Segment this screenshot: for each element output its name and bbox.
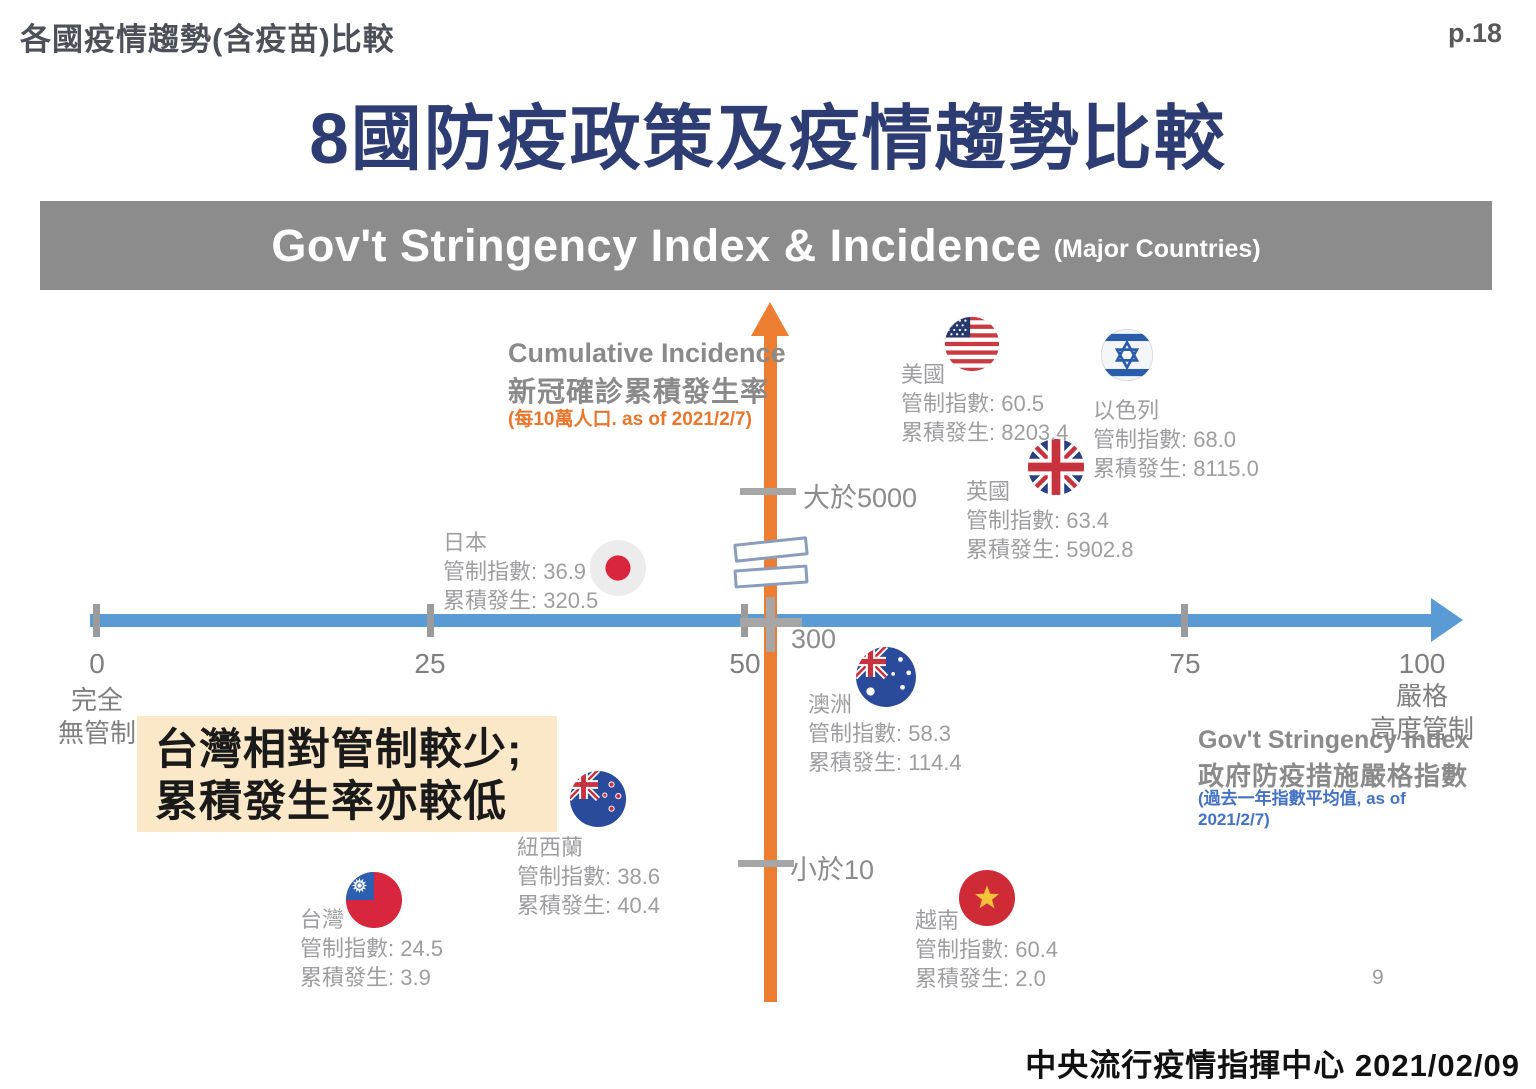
country-label-uk: 英國 管制指數: 63.4 累積發生: 5902.8 [966, 477, 1134, 564]
country-stringency: 管制指數: 24.5 [300, 936, 444, 961]
country-incidence: 累積發生: 2.0 [915, 966, 1046, 991]
country-stringency: 管制指數: 60.4 [915, 937, 1059, 962]
country-name: 英國 [966, 479, 1011, 504]
country-label-new-zealand: 紐西蘭 管制指數: 38.6 累積發生: 40.4 [517, 833, 660, 920]
breadcrumb: 各國疫情趨勢(含疫苗)比較 [20, 22, 395, 57]
country-name: 澳洲 [808, 692, 853, 717]
country-name: 紐西蘭 [517, 835, 584, 860]
country-label-vietnam: 越南 管制指數: 60.4 累積發生: 2.0 [915, 906, 1058, 993]
y-axis-line [764, 332, 777, 1002]
vietnam-flag-icon [958, 869, 1016, 927]
chart-title: Gov't Stringency Index & Incidence [271, 219, 1042, 271]
country-stringency: 管制指數: 60.5 [901, 391, 1045, 416]
chart-subtitle: (Major Countries) [1053, 235, 1261, 263]
country-stringency: 管制指數: 58.3 [808, 721, 952, 746]
x-tick-75 [1181, 604, 1188, 637]
country-stringency: 管制指數: 68.0 [1093, 427, 1237, 452]
country-name: 台灣 [300, 907, 345, 932]
x-axis-max-caption: 嚴格 高度管制 [1369, 681, 1474, 744]
israel-flag-icon [1100, 328, 1154, 382]
country-incidence: 累積發生: 40.4 [517, 893, 661, 918]
source-date: 2021/02/09 [1354, 1048, 1520, 1083]
country-name: 日本 [443, 530, 488, 555]
axis-break-icon [733, 564, 809, 589]
country-label-us: 美國 管制指數: 60.5 累積發生: 8203.4 [901, 360, 1069, 447]
country-label-taiwan: 台灣 管制指數: 24.5 累積發生: 3.9 [300, 905, 443, 992]
x-tick-label-0: 0 [89, 648, 105, 679]
y-axis-arrowhead-icon [751, 302, 789, 336]
chart-title-banner: Gov't Stringency Index & Incidence (Majo… [40, 201, 1492, 290]
country-stringency: 管制指數: 36.9 [443, 559, 587, 584]
country-incidence: 累積發生: 3.9 [300, 965, 431, 990]
x-axis-min-caption: 完全 無管制 [57, 685, 136, 748]
country-incidence: 累積發生: 8115.0 [1093, 456, 1259, 481]
new-zealand-flag-icon [569, 770, 627, 828]
source-org: 中央流行疫情指揮中心 [1025, 1048, 1346, 1083]
source-line: 中央流行疫情指揮中心 2021/02/09 [1025, 1040, 1520, 1085]
y-tick-label-10: 小於10 [790, 855, 875, 885]
uk-flag-icon [1027, 438, 1085, 496]
japan-flag-icon [589, 539, 647, 597]
country-label-japan: 日本 管制指數: 36.9 累積發生: 320.5 [443, 528, 598, 615]
y-axis-title-en: Cumulative Incidence [508, 338, 786, 368]
x-tick-label-100: 100 [1398, 648, 1446, 679]
x-tick-label-75: 75 [1169, 648, 1201, 679]
country-incidence: 累積發生: 114.4 [808, 750, 962, 775]
y-tick-10 [738, 860, 794, 867]
country-incidence: 累積發生: 8203.4 [901, 420, 1069, 445]
x-tick-0 [93, 604, 100, 637]
x-axis-title-en: Gov't Stringency Index [1198, 726, 1470, 754]
country-incidence: 累積發生: 320.5 [443, 588, 599, 613]
country-incidence: 累積發生: 5902.8 [966, 537, 1134, 562]
x-axis-note: (過去一年指數平均值, as of 2021/2/7) [1198, 789, 1406, 829]
y-tick-300-cross-h [740, 618, 802, 627]
axis-break-icon [733, 536, 809, 563]
x-tick-label-25: 25 [414, 648, 446, 679]
y-tick-5000 [740, 488, 796, 495]
page-ref: p.18 [1448, 18, 1503, 48]
x-tick-25 [427, 604, 434, 637]
annotation-line1: 台灣相對管制較少; [155, 726, 523, 774]
country-name: 越南 [915, 908, 960, 933]
country-stringency: 管制指數: 38.6 [517, 864, 661, 889]
taiwan-flag-icon [345, 871, 403, 929]
country-stringency: 管制指數: 63.4 [966, 508, 1110, 533]
y-axis-title-zh: 新冠確診累積發生率 [508, 376, 770, 407]
australia-flag-icon [855, 646, 917, 708]
page-title: 8國防疫政策及疫情趨勢比較 [309, 100, 1227, 179]
us-flag-icon [944, 316, 1000, 372]
x-axis-title-zh: 政府防疫措施嚴格指數 [1198, 761, 1469, 791]
y-axis-note: (每10萬人口. as of 2021/2/7) [508, 409, 752, 430]
y-tick-label-300: 300 [791, 624, 837, 654]
annotation-callout: 台灣相對管制較少; 累積發生率亦較低 [137, 716, 557, 832]
country-name: 美國 [901, 362, 946, 387]
slide-number: 9 [1372, 966, 1384, 989]
annotation-line2: 累積發生率亦較低 [155, 778, 507, 826]
x-axis-arrowhead-icon [1431, 598, 1463, 642]
y-tick-label-5000: 大於5000 [803, 483, 918, 513]
x-tick-label-50: 50 [729, 648, 761, 679]
country-name: 以色列 [1093, 398, 1160, 423]
country-label-israel: 以色列 管制指數: 68.0 累積發生: 8115.0 [1093, 396, 1259, 483]
country-label-australia: 澳洲 管制指數: 58.3 累積發生: 114.4 [808, 690, 962, 777]
